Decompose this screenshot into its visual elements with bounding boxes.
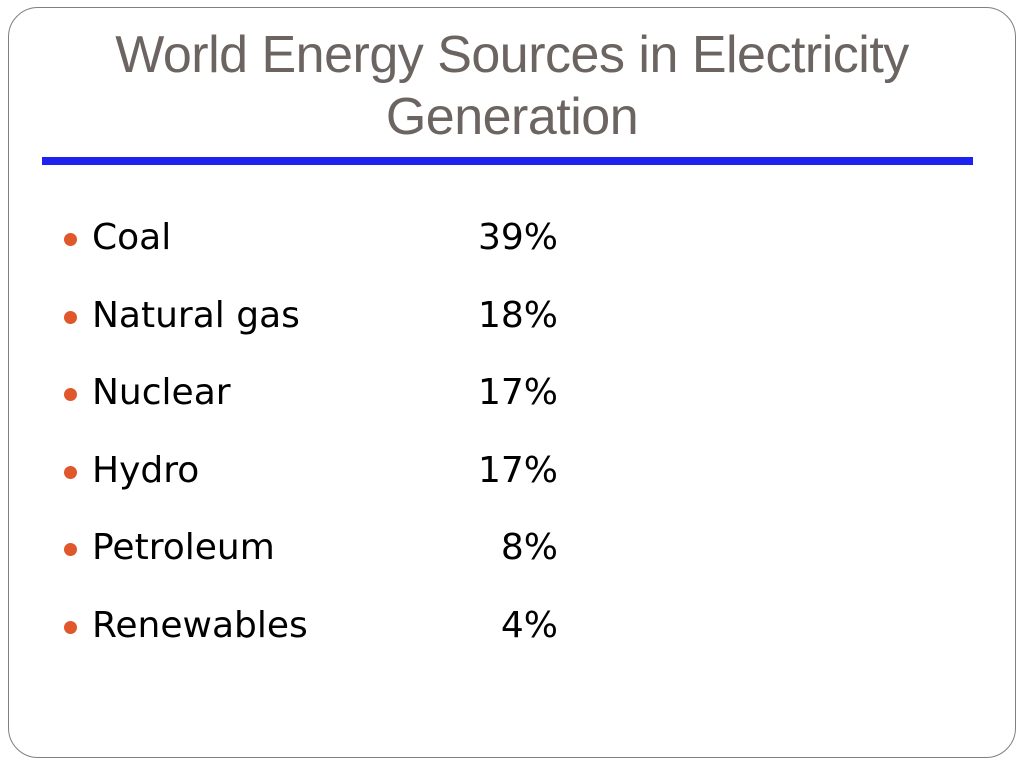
bullet-icon <box>64 543 77 557</box>
slide-frame <box>8 7 1016 758</box>
source-label: Renewables <box>92 604 308 646</box>
source-share: 18% <box>477 294 558 336</box>
energy-source-list: Coal 39% Natural gas 18% Nuclear 17% Hyd… <box>62 213 582 679</box>
title-divider <box>42 157 973 165</box>
list-item: Hydro 17% <box>62 446 582 524</box>
source-share: 4% <box>500 604 558 646</box>
source-share: 17% <box>477 372 558 414</box>
source-label: Natural gas <box>92 294 300 336</box>
slide-title-line-1: World Energy Sources in Electricity <box>115 26 909 84</box>
source-share: 17% <box>477 449 558 491</box>
list-item: Petroleum 8% <box>62 523 582 601</box>
slide-title-line-2: Generation <box>385 88 639 146</box>
source-label: Nuclear <box>92 372 231 414</box>
bullet-icon <box>64 620 77 634</box>
bullet-icon <box>64 388 77 402</box>
bullet-icon <box>64 310 77 324</box>
bullet-icon <box>64 233 77 246</box>
source-label: Petroleum <box>92 527 275 569</box>
list-item: Coal 39% <box>62 213 582 291</box>
source-share: 39% <box>477 217 558 258</box>
slide-title: World Energy Sources in Electricity Gene… <box>0 24 1024 148</box>
bullet-icon <box>64 465 77 479</box>
source-label: Coal <box>92 217 172 258</box>
source-label: Hydro <box>92 449 200 491</box>
list-item: Natural gas 18% <box>62 291 582 369</box>
source-share: 8% <box>500 527 558 569</box>
list-item: Renewables 4% <box>62 601 582 679</box>
list-item: Nuclear 17% <box>62 368 582 446</box>
